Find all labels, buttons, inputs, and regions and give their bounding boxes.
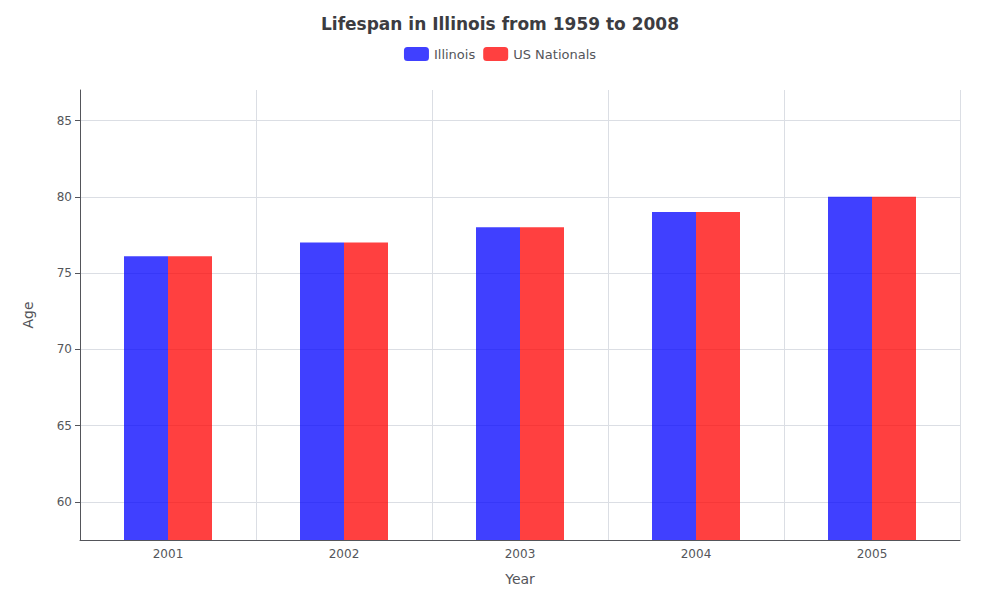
svg-text:Age: Age xyxy=(20,301,36,328)
svg-text:60: 60 xyxy=(57,495,72,509)
svg-text:85: 85 xyxy=(57,114,72,128)
svg-text:Illinois: Illinois xyxy=(434,47,475,62)
svg-text:2005: 2005 xyxy=(857,547,888,561)
svg-text:70: 70 xyxy=(57,342,72,356)
svg-text:75: 75 xyxy=(57,266,72,280)
svg-text:Lifespan in Illinois from 1959: Lifespan in Illinois from 1959 to 2008 xyxy=(321,14,679,34)
svg-text:2001: 2001 xyxy=(153,547,184,561)
svg-text:2004: 2004 xyxy=(681,547,712,561)
svg-text:2002: 2002 xyxy=(329,547,360,561)
svg-text:2003: 2003 xyxy=(505,547,536,561)
svg-text:Year: Year xyxy=(504,571,535,587)
svg-text:80: 80 xyxy=(57,190,72,204)
svg-text:65: 65 xyxy=(57,419,72,433)
svg-text:US Nationals: US Nationals xyxy=(513,47,596,62)
